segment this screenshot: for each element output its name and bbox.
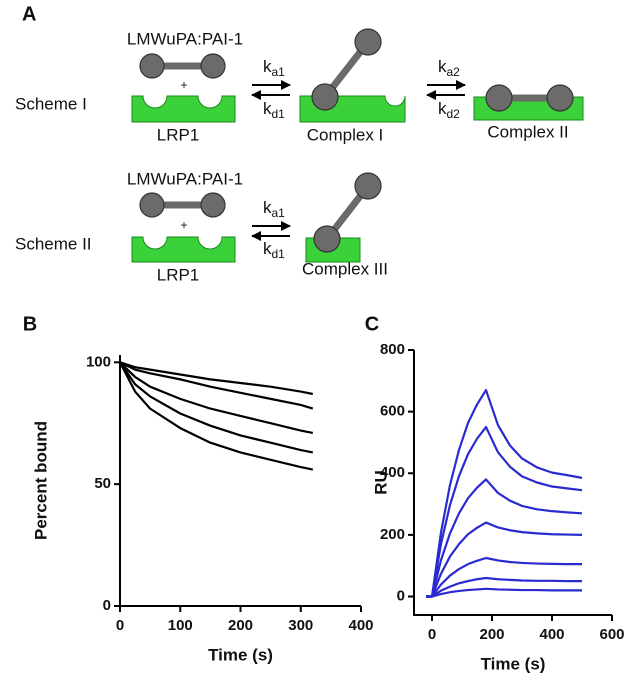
y-tick-label: 0 [103,597,111,614]
ligand-label: LMWuPA:PAI-1 [127,29,243,48]
y-tick-label: 600 [380,403,405,420]
y-axis-label: RU [371,470,390,495]
receptor-label: LRP1 [157,125,200,144]
panel-label: C [365,313,379,335]
data-line [426,576,582,598]
y-tick-label: 0 [397,587,405,604]
complex-icon [299,28,406,123]
plus: + [180,78,187,92]
x-tick-label: 200 [228,617,253,634]
data-line [426,425,583,598]
complex-label: Complex II [487,122,568,141]
complex-label: Complex I [307,125,384,144]
rate-constant: kd2 [438,99,460,121]
data-line [426,478,583,598]
y-tick-label: 800 [380,341,405,358]
ligand-icon [139,192,226,218]
data-line [426,388,583,598]
rate-constant: kd1 [263,99,285,121]
data-line [119,361,314,410]
x-tick-label: 600 [599,626,624,643]
ligand-label: LMWuPA:PAI-1 [127,169,243,188]
scheme-label: Scheme II [15,234,92,253]
data-line [426,521,583,598]
x-tick-label: 400 [348,617,373,634]
data-line [119,361,314,435]
x-tick-label: 0 [116,617,124,634]
receptor-label: LRP1 [157,265,200,284]
data-line [119,361,314,454]
y-tick-label: 50 [94,475,111,492]
receptor-icon [131,236,236,263]
complex-label: Complex III [302,259,388,278]
x-tick-label: 300 [288,617,313,634]
rate-constant: ka1 [263,57,285,79]
rate-constant: kd1 [263,239,285,261]
data-line [119,361,314,471]
x-tick-label: 0 [428,626,436,643]
y-tick-label: 200 [380,526,405,543]
x-tick-label: 400 [539,626,564,643]
panel-label: B [23,313,37,335]
panel-label: A [22,3,36,25]
x-axis-label: Time (s) [481,654,546,673]
scheme-label: Scheme I [15,94,87,113]
data-line [426,587,582,598]
x-tick-label: 200 [479,626,504,643]
data-line [426,556,582,598]
x-axis-label: Time (s) [208,645,273,664]
y-tick-label: 400 [380,464,405,481]
y-axis-label: Percent bound [31,421,50,540]
x-tick-label: 100 [168,617,193,634]
data-line [119,361,314,396]
y-tick-label: 100 [86,353,111,370]
receptor-icon [131,95,236,123]
complex-icon [305,172,382,263]
rate-constant: ka1 [263,198,285,220]
plus: + [180,218,187,232]
complex-icon [473,84,584,121]
ligand-icon [139,53,226,79]
rate-constant: ka2 [438,57,460,79]
